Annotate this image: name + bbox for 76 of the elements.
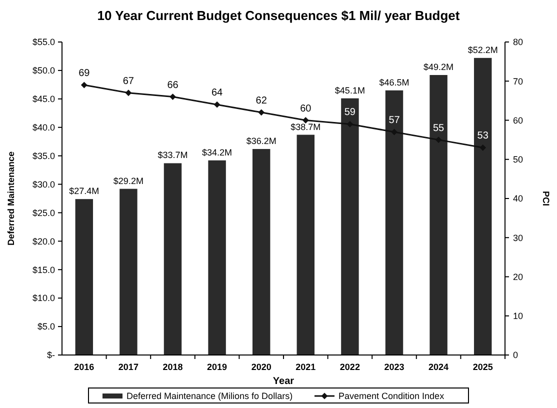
point	[346, 120, 354, 128]
data-label: 59	[344, 107, 356, 118]
point	[170, 94, 176, 100]
data-label: 67	[122, 76, 134, 87]
y-tick-label: $35.0	[32, 150, 55, 161]
point	[435, 136, 442, 144]
x-tick-label: 2022	[340, 362, 360, 372]
data-label: 60	[300, 103, 312, 114]
bar	[430, 75, 448, 355]
bar	[252, 148, 270, 355]
data-label: $27.4M	[69, 186, 100, 196]
y-tick-label: $15.0	[32, 264, 55, 275]
bar	[164, 163, 182, 355]
y2-axis-title: PCI	[541, 190, 551, 206]
x-tick-label: 2021	[296, 362, 316, 372]
chart-title: 10 Year Current Budget Consequences $1 Mil/ year Budget	[97, 8, 460, 23]
y-tick-label: $50.0	[32, 66, 55, 76]
y-tick-label: $40.0	[32, 122, 55, 133]
y2-tick-label: 10	[513, 311, 524, 322]
bar	[385, 90, 404, 355]
bar	[75, 199, 94, 355]
x-tick-label: 2024	[428, 362, 449, 372]
data-label: $45.1M	[334, 85, 365, 96]
point	[125, 90, 132, 96]
y-axis-title: Deferred Maintenance	[6, 151, 16, 246]
x-axis-title: Year	[272, 376, 294, 387]
point	[302, 117, 309, 124]
x-tick-label: 2025	[472, 362, 493, 372]
data-label: $46.5M	[379, 77, 410, 88]
y2-tick-label: 20	[513, 272, 524, 282]
data-label: 53	[477, 130, 489, 142]
bar	[120, 188, 138, 355]
y-tick-label: $30.0	[32, 179, 55, 190]
data-label: $52.2M	[468, 44, 498, 55]
x-tick-label: 2016	[74, 362, 94, 372]
data-label: 69	[78, 68, 90, 80]
x-tick-label: 2018	[162, 362, 183, 372]
data-label: 66	[167, 80, 179, 91]
legend-label: Pavement Condition Index	[338, 391, 445, 402]
data-label: 64	[211, 88, 224, 99]
y-tick-label: $10.0	[32, 293, 55, 304]
x-tick-label: 2017	[118, 362, 138, 372]
point	[480, 144, 486, 151]
y2-tick-label: 40	[513, 194, 524, 204]
y2-tick-label: 30	[513, 232, 524, 243]
point	[80, 82, 88, 88]
point	[258, 109, 265, 116]
data-label: 57	[388, 114, 400, 126]
y2-tick-label: 50	[513, 154, 524, 165]
bar	[341, 98, 359, 355]
y-tick-label: $5.0	[37, 322, 55, 332]
x-tick-label: 2023	[384, 362, 404, 372]
y-tick-label: $20.0	[32, 236, 55, 246]
legend-label: Deferred Maintenance (Milions fo Dollars)	[126, 391, 293, 402]
y2-tick-label: 60	[513, 115, 524, 126]
x-tick-label: 2019	[207, 362, 228, 372]
bar	[296, 134, 315, 355]
data-label: $34.2M	[202, 147, 232, 158]
data-label: $36.2M	[246, 136, 276, 146]
y-tick-label: $55.0	[32, 37, 55, 48]
data-label: 55	[432, 122, 445, 134]
point	[214, 101, 220, 108]
y2-tick-label: 80	[513, 37, 524, 48]
bar	[208, 160, 226, 355]
data-label: $29.2M	[113, 176, 144, 186]
y-tick-label: $-	[46, 350, 55, 360]
data-label: $38.7M	[290, 122, 321, 132]
data-label: 62	[256, 95, 268, 106]
bar	[474, 58, 492, 355]
x-tick-label: 2020	[251, 362, 272, 372]
y-tick-label: $45.0	[32, 94, 55, 104]
y2-tick-label: 70	[513, 76, 524, 86]
y2-tick-label: 0	[513, 350, 518, 360]
data-label: $33.7M	[158, 150, 188, 160]
data-label: $49.2M	[424, 62, 454, 72]
y-tick-label: $25.0	[32, 208, 55, 218]
